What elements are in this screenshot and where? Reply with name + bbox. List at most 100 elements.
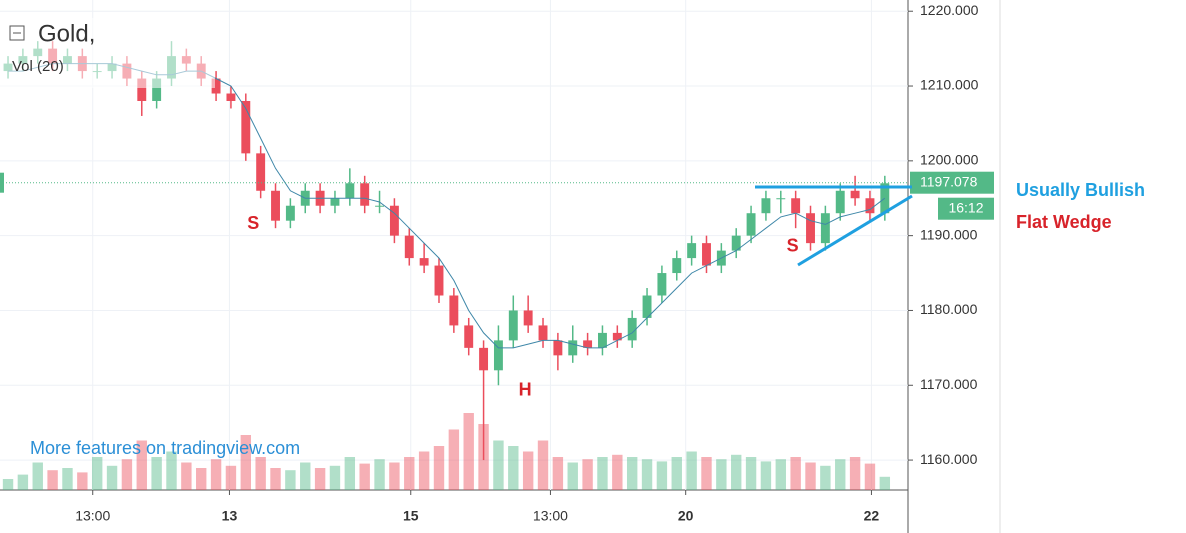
y-tick-label: 1170.000 [920, 376, 978, 392]
candle-body [271, 190, 280, 221]
volume-bar [805, 462, 816, 490]
countdown-box [938, 197, 994, 220]
volume-bar [537, 440, 549, 490]
side-note: Usually Bullish [1016, 180, 1145, 200]
x-tick-label: 13:00 [75, 508, 110, 524]
candle-body [568, 340, 578, 356]
wedge-bottom [797, 194, 913, 267]
volume-bar [835, 459, 846, 490]
volume-bar [17, 474, 29, 490]
volume-bar [864, 463, 876, 490]
candle-body [508, 310, 518, 341]
candle-body [627, 317, 637, 341]
candle-body [538, 325, 548, 341]
candle-body [360, 183, 370, 206]
volume-bar [270, 468, 281, 490]
volume-bar [686, 451, 697, 490]
volume-label: Vol (20) [12, 58, 64, 75]
volume-bar [389, 462, 400, 490]
volume-bar [2, 479, 14, 490]
volume-bar [790, 457, 801, 490]
volume-bar [285, 470, 296, 490]
y-tick-label: 1200.000 [920, 152, 979, 168]
candle-body [806, 213, 815, 244]
candle-body [226, 93, 236, 101]
candle-body [434, 265, 444, 296]
candle-body [583, 340, 593, 348]
y-tick-label: 1180.000 [920, 301, 978, 317]
volume-bar [136, 440, 147, 490]
volume-bar [151, 457, 162, 490]
volume-bar [47, 470, 58, 490]
candle-body [256, 153, 266, 191]
candle-body [152, 78, 162, 101]
candle-body [642, 295, 652, 318]
candle-body [493, 340, 503, 371]
volume-bar [255, 457, 266, 490]
candle-body [553, 340, 563, 356]
candle-body [449, 295, 459, 326]
volume-bar [210, 459, 222, 490]
volume-bar [508, 446, 519, 490]
candle-body [345, 183, 355, 199]
countdown-label: 16:12 [948, 199, 983, 215]
volume-bar [448, 429, 460, 490]
volume-bar [671, 457, 682, 490]
last-price-label: 1197.078 [920, 173, 978, 189]
candle-body [835, 190, 845, 214]
volume-bar [433, 446, 445, 490]
candle-body [241, 100, 251, 154]
volume-bar [775, 459, 786, 490]
volume-bar [344, 457, 356, 490]
volume-bar [597, 457, 608, 490]
volume-bar [641, 459, 653, 490]
candle-body [137, 78, 147, 101]
pattern-label: S [247, 213, 259, 233]
candle-body [389, 205, 399, 236]
volume-bar [731, 454, 742, 490]
candle-body [820, 213, 830, 244]
volume-bar [240, 435, 252, 490]
pattern-label: H [519, 379, 532, 399]
volume-bar [106, 465, 118, 490]
candle-body [702, 243, 711, 266]
volume-bar [314, 468, 326, 490]
candle-body [330, 198, 340, 206]
side-note: Flat Wedge [1016, 212, 1112, 232]
volume-bar [329, 465, 341, 490]
y-tick-label: 1160.000 [920, 451, 978, 467]
volume-bar [760, 461, 772, 490]
candle-body [375, 205, 385, 207]
candle-body [419, 258, 429, 266]
candle-body [672, 258, 682, 274]
volume-bar [701, 457, 712, 490]
x-tick-label: 13:00 [533, 508, 568, 524]
volume-bar [522, 451, 534, 490]
volume-bar [820, 465, 831, 490]
candle-body [731, 235, 741, 251]
volume-bar [196, 468, 207, 490]
candle-body [776, 198, 786, 200]
volume-bar [463, 413, 474, 490]
volume-bar [567, 462, 578, 490]
volume-bar [374, 459, 385, 490]
volume-bar [91, 457, 103, 490]
left-price-stub [0, 172, 4, 193]
volume-bar [300, 462, 311, 490]
volume-bar [62, 468, 73, 490]
candle-body [479, 347, 489, 371]
candle-body [285, 205, 295, 221]
x-tick-label: 20 [678, 508, 694, 524]
x-tick-label: 15 [403, 508, 419, 524]
volume-bar [716, 459, 727, 490]
collapse-icon [9, 25, 25, 41]
last-price-box [910, 171, 994, 194]
candle-body [791, 198, 801, 214]
watermark: More features on tradingview.com [30, 438, 300, 458]
volume-bar [745, 457, 757, 490]
volume-bar [404, 457, 415, 490]
x-tick-label: 22 [864, 508, 880, 524]
